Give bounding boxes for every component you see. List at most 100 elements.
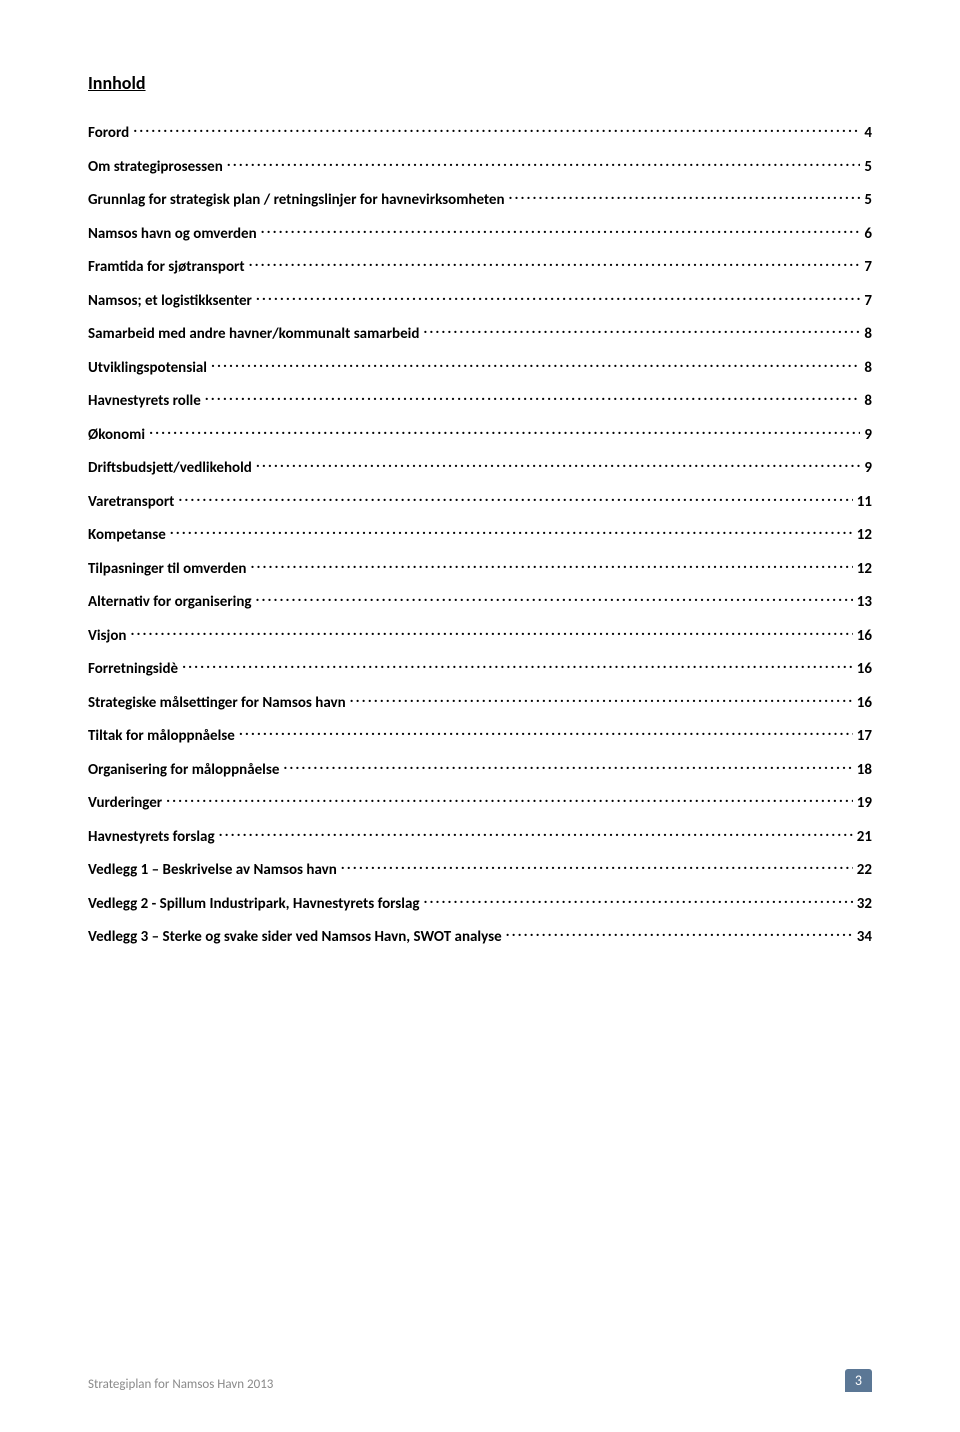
toc-label: Namsos; et logistikksenter: [88, 292, 252, 310]
toc-leader: [239, 725, 853, 740]
toc-page: 8: [864, 325, 872, 343]
toc-label: Vurderinger: [88, 794, 162, 812]
toc-label: Havnestyrets forslag: [88, 828, 215, 846]
toc-page: 16: [857, 694, 872, 712]
toc-title: Innhold: [88, 72, 872, 94]
toc-page: 16: [857, 627, 872, 645]
toc-entry: Visjon 16: [88, 625, 872, 645]
toc-leader: [182, 658, 853, 673]
toc-label: Organisering for måloppnåelse: [88, 761, 279, 779]
toc-label: Havnestyrets rolle: [88, 392, 201, 410]
toc-entry: Tilpasninger til omverden 12: [88, 558, 872, 578]
toc-page: 13: [857, 593, 872, 611]
toc-entry: Vedlegg 3 – Sterke og svake sider ved Na…: [88, 926, 872, 946]
toc-label: Kompetanse: [88, 526, 166, 544]
toc-entry: Kompetanse 12: [88, 524, 872, 544]
toc-page: 7: [864, 258, 872, 276]
toc-page: 18: [857, 761, 872, 779]
toc-label: Økonomi: [88, 426, 145, 444]
toc-leader: [506, 926, 853, 941]
toc-entry: Vedlegg 2 - Spillum Industripark, Havnes…: [88, 893, 872, 913]
toc-label: Grunnlag for strategisk plan / retningsl…: [88, 191, 505, 209]
toc-label: Namsos havn og omverden: [88, 225, 257, 243]
toc-page: 22: [857, 861, 872, 879]
toc-leader: [133, 122, 860, 137]
toc-page: 12: [857, 560, 872, 578]
toc-leader: [170, 524, 853, 539]
toc-label: Om strategiprosessen: [88, 158, 223, 176]
toc-page: 7: [864, 292, 872, 310]
toc-page: 4: [864, 124, 872, 142]
toc-container: Forord 4 Om strategiprosessen 5 Grunnlag f…: [88, 122, 872, 946]
toc-leader: [423, 323, 860, 338]
toc-leader: [249, 256, 861, 271]
toc-label: Forretningsidè: [88, 660, 178, 678]
toc-label: Vedlegg 2 - Spillum Industripark, Havnes…: [88, 895, 420, 913]
toc-entry: Grunnlag for strategisk plan / retningsl…: [88, 189, 872, 209]
toc-leader: [211, 357, 860, 372]
toc-page: 19: [857, 794, 872, 812]
toc-entry: Samarbeid med andre havner/kommunalt sam…: [88, 323, 872, 343]
toc-label: Samarbeid med andre havner/kommunalt sam…: [88, 325, 419, 343]
toc-page: 8: [864, 392, 872, 410]
toc-label: Strategiske målsettinger for Namsos havn: [88, 694, 346, 712]
toc-page: 17: [857, 727, 872, 745]
toc-leader: [509, 189, 861, 204]
toc-page: 16: [857, 660, 872, 678]
toc-label: Tilpasninger til omverden: [88, 560, 246, 578]
toc-page: 32: [857, 895, 872, 913]
toc-leader: [149, 424, 860, 439]
toc-label: Vedlegg 3 – Sterke og svake sider ved Na…: [88, 928, 502, 946]
toc-entry: Tiltak for måloppnåelse 17: [88, 725, 872, 745]
toc-entry: Namsos; et logistikksenter 7: [88, 290, 872, 310]
toc-page: 8: [864, 359, 872, 377]
toc-entry: Havnestyrets rolle 8: [88, 390, 872, 410]
toc-label: Varetransport: [88, 493, 174, 511]
toc-page: 9: [864, 426, 872, 444]
toc-page: 21: [857, 828, 872, 846]
toc-page: 11: [857, 493, 872, 511]
page-number-badge: 3: [845, 1369, 872, 1392]
toc-leader: [205, 390, 861, 405]
toc-entry: Namsos havn og omverden 6: [88, 223, 872, 243]
toc-leader: [130, 625, 852, 640]
toc-leader: [283, 759, 852, 774]
toc-page: 12: [857, 526, 872, 544]
toc-leader: [227, 156, 861, 171]
toc-label: Framtida for sjøtransport: [88, 258, 245, 276]
toc-leader: [178, 491, 852, 506]
page-footer: Strategiplan for Namsos Havn 2013 3: [88, 1369, 872, 1392]
toc-entry: Forretningsidè 16: [88, 658, 872, 678]
toc-label: Tiltak for måloppnåelse: [88, 727, 235, 745]
toc-page: 5: [864, 158, 872, 176]
footer-title: Strategiplan for Namsos Havn 2013: [88, 1377, 273, 1392]
toc-page: 6: [864, 225, 872, 243]
toc-entry: Strategiske målsettinger for Namsos havn…: [88, 692, 872, 712]
toc-label: Alternativ for organisering: [88, 593, 252, 611]
toc-leader: [256, 591, 853, 606]
toc-entry: Alternativ for organisering 13: [88, 591, 872, 611]
toc-entry: Havnestyrets forslag 21: [88, 826, 872, 846]
toc-entry: Forord 4: [88, 122, 872, 142]
toc-leader: [424, 893, 853, 908]
toc-label: Vedlegg 1 – Beskrivelse av Namsos havn: [88, 861, 337, 879]
toc-leader: [219, 826, 853, 841]
toc-leader: [261, 223, 861, 238]
toc-entry: Utviklingspotensial 8: [88, 357, 872, 377]
toc-page: 34: [857, 928, 872, 946]
toc-leader: [250, 558, 852, 573]
toc-leader: [350, 692, 853, 707]
toc-label: Driftsbudsjett/vedlikehold: [88, 459, 252, 477]
toc-page: 5: [864, 191, 872, 209]
toc-entry: Vurderinger 19: [88, 792, 872, 812]
toc-label: Utviklingspotensial: [88, 359, 207, 377]
toc-leader: [256, 457, 861, 472]
toc-leader: [341, 859, 853, 874]
toc-leader: [256, 290, 861, 305]
toc-label: Forord: [88, 124, 129, 142]
toc-entry: Økonomi 9: [88, 424, 872, 444]
toc-label: Visjon: [88, 627, 126, 645]
toc-leader: [166, 792, 853, 807]
toc-entry: Framtida for sjøtransport 7: [88, 256, 872, 276]
toc-entry: Vedlegg 1 – Beskrivelse av Namsos havn 22: [88, 859, 872, 879]
